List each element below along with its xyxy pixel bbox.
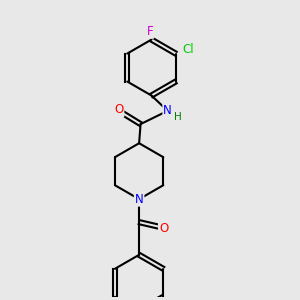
Text: F: F <box>147 25 153 38</box>
Text: N: N <box>163 104 172 117</box>
Text: Cl: Cl <box>182 43 194 56</box>
Text: N: N <box>135 193 143 206</box>
Text: H: H <box>174 112 182 122</box>
Text: O: O <box>114 103 123 116</box>
Text: O: O <box>159 221 168 235</box>
